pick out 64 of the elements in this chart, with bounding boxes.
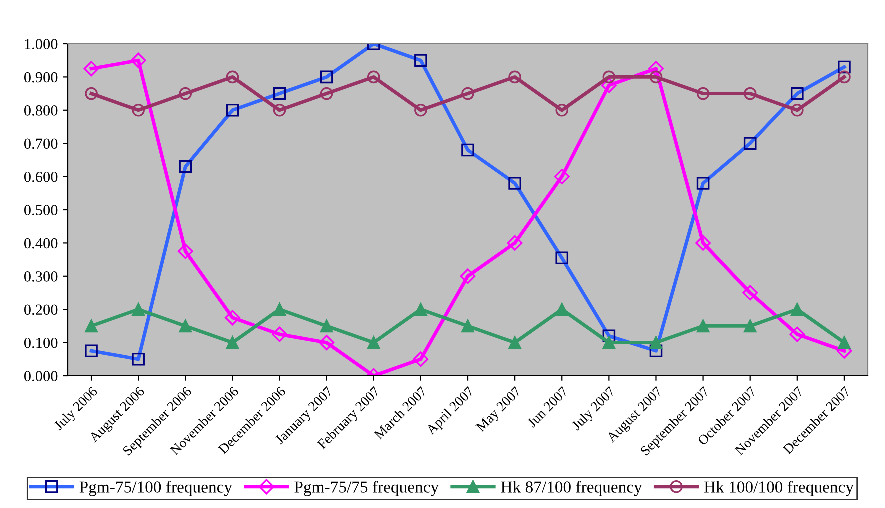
point bbox=[179, 87, 192, 100]
point bbox=[790, 326, 806, 342]
y-tick-label: 0.600 bbox=[24, 172, 58, 182]
point bbox=[462, 87, 474, 100]
legend-label: Pgm-75/75 frequency bbox=[294, 481, 440, 496]
point bbox=[462, 320, 474, 333]
point bbox=[226, 70, 240, 84]
point bbox=[696, 87, 710, 100]
y-tick-label: 0.200 bbox=[24, 304, 58, 316]
point bbox=[413, 352, 429, 368]
point bbox=[272, 326, 288, 342]
point bbox=[742, 285, 758, 301]
point bbox=[601, 78, 617, 94]
y-tick-label: 0.700 bbox=[24, 138, 58, 150]
point bbox=[224, 310, 240, 326]
point bbox=[226, 336, 240, 350]
point bbox=[744, 87, 757, 100]
legend-label: Hk 87/100 frequency bbox=[501, 481, 642, 496]
point bbox=[320, 87, 334, 100]
point bbox=[838, 336, 851, 350]
legend-label: Hk 100/100 frequency bbox=[704, 481, 854, 496]
point bbox=[367, 336, 380, 350]
point bbox=[648, 61, 664, 77]
y-tick-label: 0.300 bbox=[24, 272, 58, 282]
point bbox=[696, 235, 712, 251]
point bbox=[602, 70, 616, 84]
point bbox=[791, 104, 804, 117]
y-tick-label: 1.000 bbox=[25, 39, 58, 50]
point bbox=[791, 303, 804, 316]
point bbox=[273, 104, 286, 117]
point bbox=[556, 104, 569, 117]
point bbox=[650, 70, 663, 84]
point bbox=[319, 335, 335, 351]
point bbox=[85, 87, 98, 100]
y-tick-label: 0.900 bbox=[24, 72, 58, 83]
point bbox=[414, 104, 428, 117]
y-tick-label: 0.400 bbox=[24, 238, 58, 249]
point bbox=[85, 320, 98, 333]
y-tick-label: 0.500 bbox=[24, 205, 58, 216]
point bbox=[460, 268, 476, 284]
y-tick-label: 0.000 bbox=[24, 371, 58, 382]
point bbox=[602, 336, 616, 350]
point bbox=[178, 244, 194, 260]
point bbox=[556, 303, 569, 316]
point bbox=[696, 320, 710, 333]
point bbox=[508, 336, 522, 350]
y-tick-label: 0.800 bbox=[24, 106, 58, 116]
point bbox=[650, 336, 663, 350]
point bbox=[838, 70, 851, 84]
point bbox=[367, 70, 380, 84]
point bbox=[554, 169, 570, 185]
point bbox=[84, 61, 100, 77]
point bbox=[132, 104, 145, 117]
point bbox=[273, 303, 286, 316]
point bbox=[508, 70, 522, 84]
point bbox=[507, 235, 523, 251]
point bbox=[132, 303, 145, 316]
point bbox=[130, 52, 146, 68]
point bbox=[179, 320, 192, 333]
y-tick-label: 0.100 bbox=[24, 338, 58, 348]
point bbox=[744, 320, 757, 333]
legend-label: Pgm-75/100 frequency bbox=[80, 481, 232, 496]
point bbox=[320, 320, 334, 333]
point bbox=[414, 303, 428, 316]
